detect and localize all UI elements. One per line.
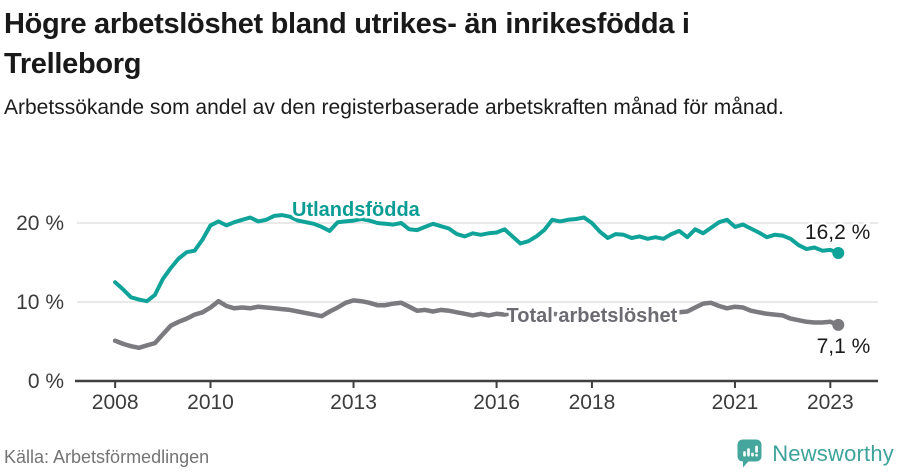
chart-title: Högre arbetslöshet bland utrikes- än inr…: [4, 8, 690, 80]
series-end-label-total-arbetsloshet: 7,1 %: [817, 335, 871, 358]
x-tick-label: 2021: [712, 391, 759, 414]
series-line-utlandsfodda: [113, 213, 841, 304]
series-end-dot-utlandsfodda: [832, 247, 845, 260]
newsworthy-logo[interactable]: Newsworthy: [736, 438, 894, 469]
unemployment-line-chart: 0 % 10 % 20 % 2008 2010 2013 2016 2018 2021 2023 1…: [0, 178, 900, 430]
series-end-dot-total-arbetsloshet: [832, 318, 845, 331]
chart-header: Högre arbetslöshet bland utrikes- än inr…: [4, 4, 884, 122]
series-end-label-utlandsfodda: 16,2 %: [805, 221, 870, 244]
y-tick-label: 20 %: [16, 212, 64, 235]
source-note: Källa: Arbetsförmedlingen: [4, 447, 210, 467]
y-tick-label: 0 %: [28, 370, 64, 393]
x-tick-label: 2010: [187, 391, 234, 414]
series-line-total-arbetsloshet: [112, 298, 841, 351]
x-tick-label: 2008: [92, 391, 139, 414]
chart-canvas: 0 % 10 % 20 % 2008 2010 2013 2016 2018 2021 2023 1…: [16, 196, 878, 414]
series-label-total-arbetsloshet: Total arbetslöshet: [507, 305, 678, 327]
x-tick-label: 2023: [807, 391, 854, 414]
x-tick-label: 2018: [569, 391, 616, 414]
newsworthy-bubble-chart-icon: [736, 438, 763, 469]
y-tick-label: 10 %: [16, 291, 64, 314]
x-tick-label: 2016: [473, 391, 520, 414]
series-label-utlandsfodda: Utlandsfödda: [292, 199, 421, 221]
newsworthy-wordmark: Newsworthy: [772, 440, 894, 466]
x-tick-label: 2013: [330, 391, 377, 414]
chart-subtitle: Arbetssökande som andel av den registerb…: [4, 96, 784, 119]
